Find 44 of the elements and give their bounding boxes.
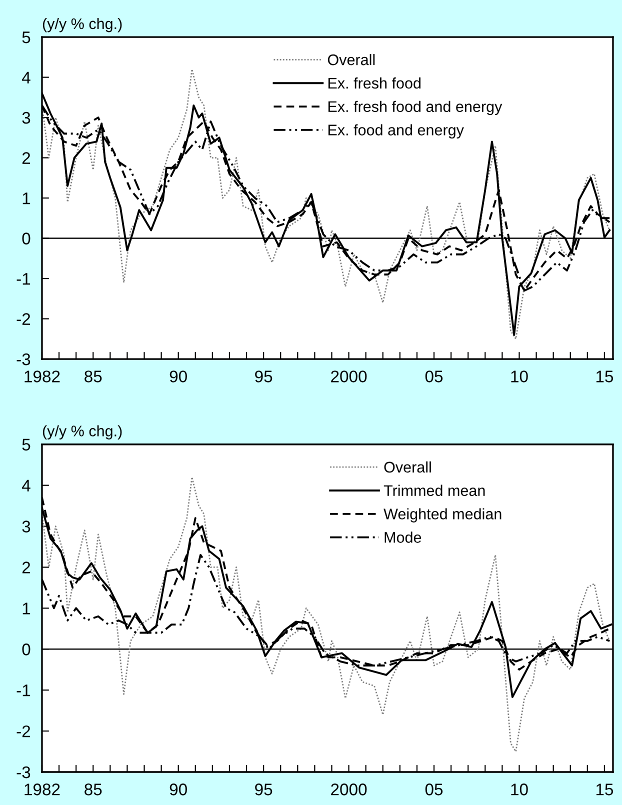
y-tick-label: 5 bbox=[22, 438, 30, 451]
y-tick-label: 2 bbox=[22, 152, 30, 164]
y-tick-label: 3 bbox=[22, 520, 30, 532]
y-tick-label: 3 bbox=[22, 112, 30, 124]
x-tick-label: 90 bbox=[170, 370, 187, 382]
x-tick-label: 90 bbox=[170, 784, 187, 796]
y-tick-label: 0 bbox=[22, 232, 30, 244]
x-tick-label: 1982 bbox=[24, 784, 60, 796]
y-tick-label: -1 bbox=[16, 273, 30, 285]
y-axis-title: (y/y % chg.) bbox=[42, 425, 122, 440]
y-tick-label: 4 bbox=[22, 480, 30, 492]
x-tick-label: 2000 bbox=[331, 784, 367, 796]
x-tick-label: 10 bbox=[511, 370, 528, 382]
x-tick-label: 05 bbox=[425, 784, 443, 796]
y-tick-label: 0 bbox=[22, 644, 30, 656]
y-tick-label: 4 bbox=[22, 72, 30, 84]
x-tick-label: 85 bbox=[84, 784, 102, 796]
x-tick-label: 10 bbox=[511, 784, 528, 796]
x-tick-label: 15 bbox=[596, 784, 614, 796]
x-tick-label: 1982 bbox=[24, 370, 60, 382]
y-tick-label: -1 bbox=[16, 684, 30, 696]
legend-label: Trimmed mean bbox=[384, 484, 485, 496]
x-tick-label: 15 bbox=[596, 370, 614, 382]
legend-label: Overall bbox=[328, 54, 375, 66]
legend-label: Ex. food and energy bbox=[328, 124, 464, 138]
y-tick-label: -2 bbox=[16, 725, 30, 738]
legend-label: Mode bbox=[384, 532, 422, 543]
y-tick-label: -3 bbox=[16, 766, 30, 778]
legend-label: Overall bbox=[384, 461, 431, 473]
x-tick-label: 05 bbox=[425, 370, 443, 382]
x-tick-label: 2000 bbox=[331, 370, 367, 382]
y-tick-label: -2 bbox=[16, 313, 30, 325]
y-tick-label: 2 bbox=[22, 562, 30, 574]
y-tick-label: 1 bbox=[22, 192, 30, 204]
legend-label: Weighted median bbox=[384, 508, 502, 522]
x-tick-label: 95 bbox=[255, 784, 272, 796]
x-tick-label: 95 bbox=[255, 370, 272, 382]
legend-label: Ex. fresh food and energy bbox=[328, 100, 502, 116]
y-axis-title: (y/y % chg.) bbox=[42, 18, 122, 32]
x-tick-label: 85 bbox=[84, 370, 102, 382]
y-tick-label: 1 bbox=[22, 602, 30, 614]
legend-label: Ex. fresh food bbox=[328, 77, 420, 89]
y-tick-label: -3 bbox=[16, 353, 30, 366]
y-tick-label: 5 bbox=[22, 32, 30, 44]
